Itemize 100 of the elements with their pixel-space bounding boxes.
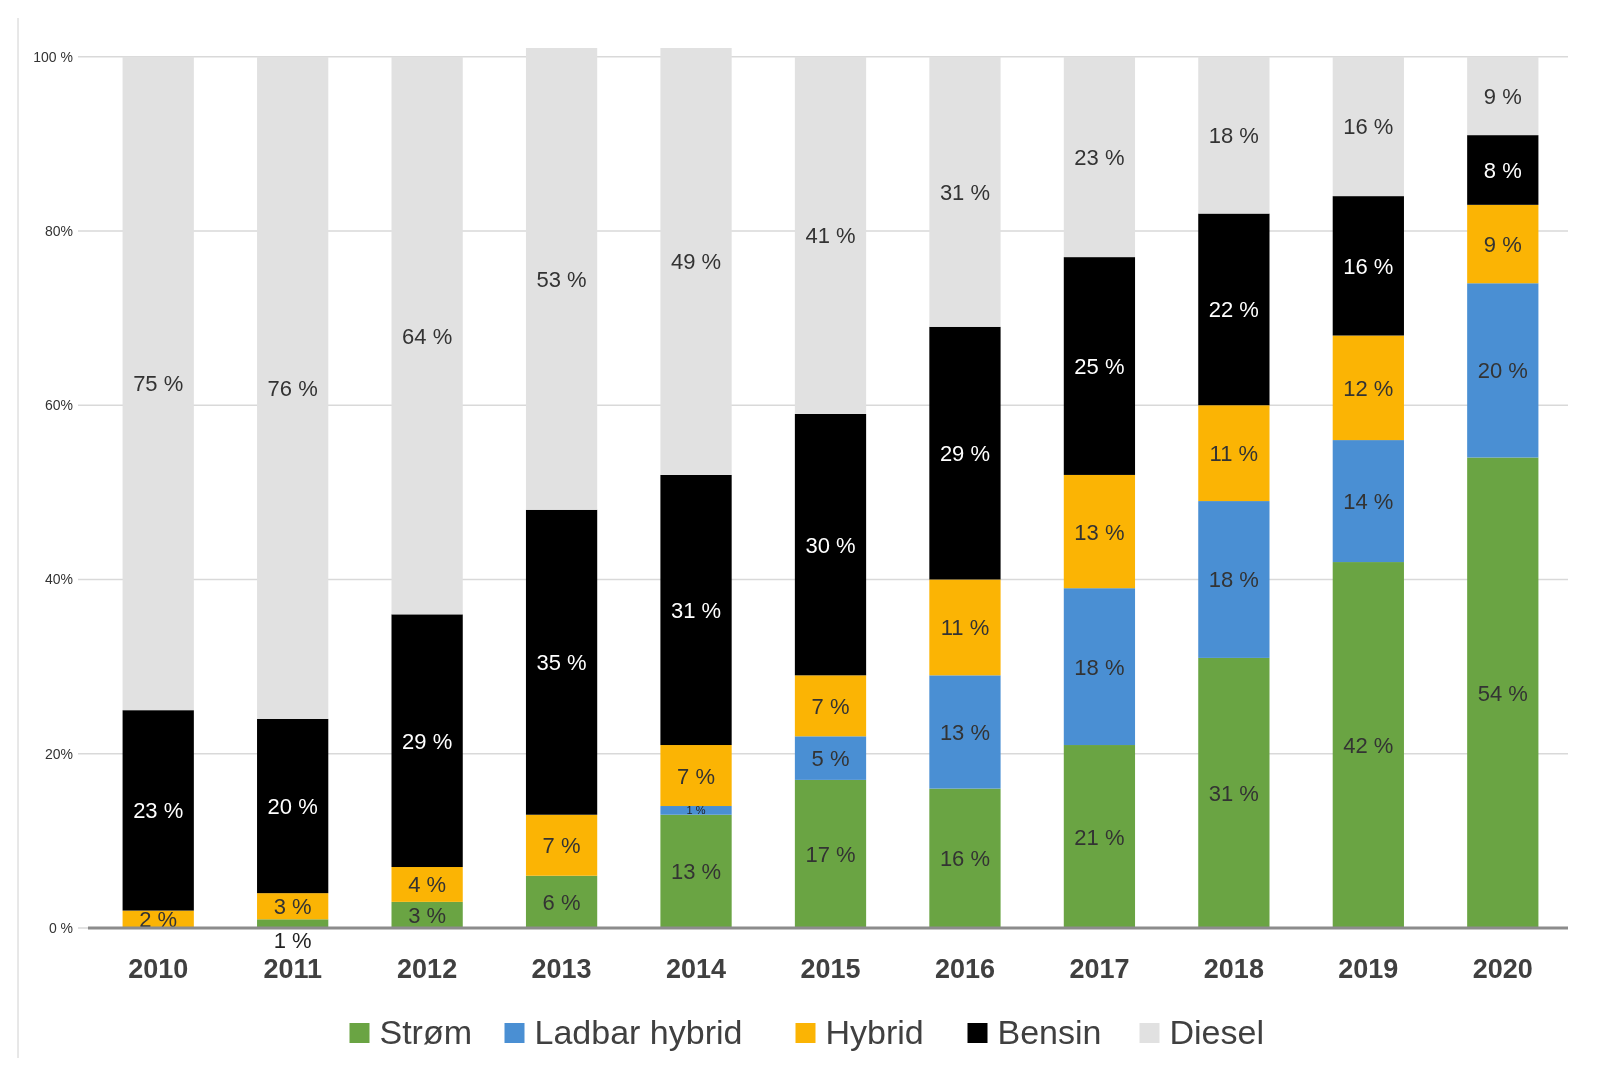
data-label: 1 % xyxy=(686,804,706,817)
data-label: 30 % xyxy=(805,532,856,558)
data-label: 31 % xyxy=(939,179,991,205)
bar xyxy=(525,509,598,815)
legend-label: Hybrid xyxy=(825,1013,924,1051)
y-tick-label: 60% xyxy=(44,397,73,414)
bar xyxy=(1198,213,1270,406)
x-tick-label: 2014 xyxy=(666,954,727,984)
data-label: 76 % xyxy=(267,375,318,401)
x-tick-label: 2015 xyxy=(800,954,861,984)
data-label: 9 % xyxy=(1483,83,1522,109)
bar xyxy=(794,413,867,676)
bar xyxy=(391,867,463,902)
data-label: 49 % xyxy=(670,249,722,275)
data-label: 29 % xyxy=(402,728,453,754)
x-tick-label: 2017 xyxy=(1069,954,1130,984)
data-label: 9 % xyxy=(1483,232,1522,258)
data-label: 3 % xyxy=(408,902,447,928)
bar xyxy=(660,745,732,807)
data-label: 16 % xyxy=(939,846,991,872)
bar xyxy=(1332,562,1404,928)
bar xyxy=(1198,405,1270,502)
data-label: 23 % xyxy=(133,798,184,824)
bar xyxy=(1198,501,1270,658)
bar xyxy=(660,474,732,746)
y-tick-label: 100 % xyxy=(33,48,73,65)
data-label: 3 % xyxy=(273,894,312,920)
bar xyxy=(391,614,463,868)
data-label: 25 % xyxy=(1074,354,1125,380)
bar xyxy=(929,675,1001,789)
bar xyxy=(1063,257,1136,475)
data-label: 11 % xyxy=(940,615,990,641)
bar xyxy=(1332,196,1404,336)
data-label: 75 % xyxy=(133,371,184,397)
data-label: 5 % xyxy=(811,746,850,772)
data-label: 16 % xyxy=(1343,114,1394,140)
bar xyxy=(794,736,867,780)
bar xyxy=(1332,440,1404,563)
data-label: 21 % xyxy=(1074,824,1125,850)
bar xyxy=(1467,204,1539,284)
legend-label: Strøm xyxy=(379,1013,473,1051)
data-label: 42 % xyxy=(1343,733,1394,759)
y-tick-label: 40% xyxy=(44,571,73,588)
data-label: 54 % xyxy=(1477,680,1528,706)
data-label: 1 % xyxy=(273,928,312,953)
y-tick-label: 20% xyxy=(44,745,73,762)
y-tick-label: 0 % xyxy=(48,920,73,936)
bar xyxy=(794,675,867,737)
bar xyxy=(794,779,867,928)
bar xyxy=(1467,135,1539,205)
data-label: 29 % xyxy=(939,441,991,467)
data-label: 13 % xyxy=(939,719,991,745)
legend-label: Diesel xyxy=(1169,1013,1264,1051)
y-tick-label: 80% xyxy=(44,222,73,239)
data-label: 31 % xyxy=(1208,780,1259,806)
bar xyxy=(525,814,598,876)
data-label: 7 % xyxy=(811,693,850,719)
bar xyxy=(1063,474,1136,589)
data-label: 53 % xyxy=(536,266,587,292)
data-label: 18 % xyxy=(1208,123,1259,149)
x-tick-label: 2013 xyxy=(531,954,592,984)
data-label: 20 % xyxy=(267,794,318,820)
data-label: 13 % xyxy=(1074,519,1125,545)
bar xyxy=(525,875,598,928)
data-label: 35 % xyxy=(536,650,587,676)
data-label: 23 % xyxy=(1074,144,1125,170)
data-label: 22 % xyxy=(1208,297,1259,323)
bar xyxy=(257,919,329,928)
data-label: 20 % xyxy=(1477,358,1528,384)
legend-label: Ladbar hybrid xyxy=(534,1013,743,1051)
bar xyxy=(1467,283,1539,458)
data-label: 8 % xyxy=(1483,157,1522,183)
bar xyxy=(122,710,194,911)
bar xyxy=(1063,588,1136,746)
x-tick-label: 2019 xyxy=(1338,954,1399,984)
bar xyxy=(1198,657,1270,928)
x-tick-label: 2020 xyxy=(1472,954,1533,984)
bar xyxy=(1063,745,1136,928)
data-label: 18 % xyxy=(1074,654,1125,680)
data-label: 6 % xyxy=(542,889,581,915)
bar xyxy=(929,579,1001,676)
data-label: 64 % xyxy=(402,323,453,349)
data-label: 12 % xyxy=(1343,375,1394,401)
data-label: 31 % xyxy=(670,597,722,623)
bar xyxy=(257,718,329,894)
bar xyxy=(660,814,732,928)
x-tick-label: 2011 xyxy=(263,954,322,984)
x-tick-label: 2010 xyxy=(128,954,189,984)
data-label: 11 % xyxy=(1209,441,1259,467)
bar xyxy=(929,788,1001,928)
bar xyxy=(1332,335,1404,441)
bar xyxy=(1467,457,1539,928)
bar xyxy=(929,326,1001,580)
data-label: 4 % xyxy=(408,872,447,898)
x-tick-label: 2018 xyxy=(1203,954,1264,984)
legend-label: Bensin xyxy=(997,1013,1102,1051)
data-label: 7 % xyxy=(542,833,581,859)
x-tick-label: 2012 xyxy=(397,954,458,984)
data-label: 13 % xyxy=(670,859,722,885)
data-label: 18 % xyxy=(1208,567,1259,593)
